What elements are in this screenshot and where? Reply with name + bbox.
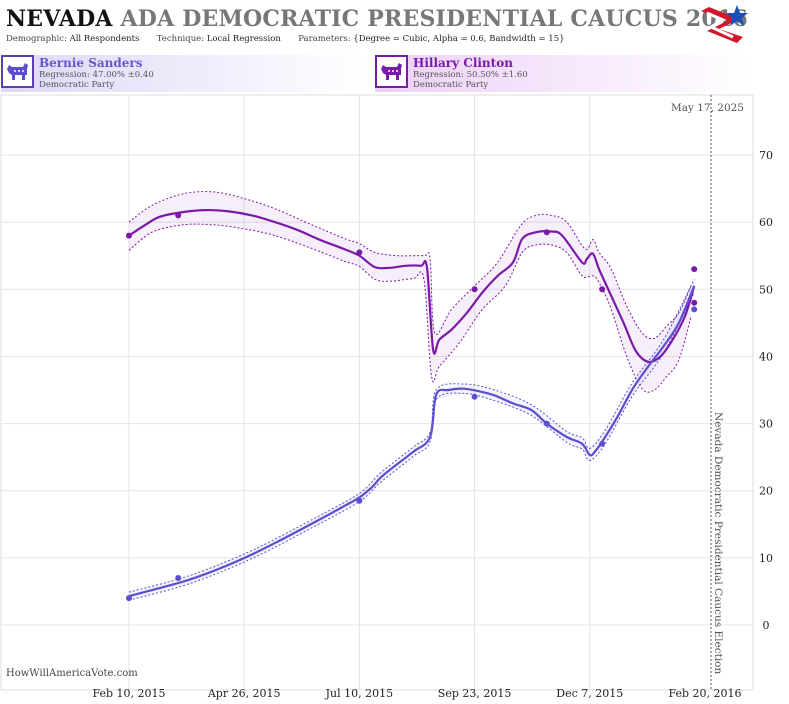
site-credit: HowWillAmericaVote.com	[6, 668, 138, 679]
technique-value: Local Regression	[206, 34, 281, 44]
confidence-bands	[128, 191, 695, 601]
poll-point-hillary-clinton	[599, 286, 606, 293]
candidate-party: Democratic Party	[413, 80, 489, 90]
page-title: NEVADA ADA DEMOCRATIC PRESIDENTIAL CAUCU…	[6, 6, 748, 32]
poll-point-hillary-clinton	[356, 249, 363, 256]
x-axis: Feb 10, 2015 Apr 26, 2015 Jul 10, 2015 Sep …	[92, 687, 741, 700]
y-tick-label: 30	[759, 418, 773, 431]
parameters-value: {Degree = Cubic, Alpha = 0.6, Bandwidth …	[353, 34, 565, 44]
poll-point-bernie-sanders	[691, 306, 698, 313]
y-axis: 0 10 20 30 40 50 60 70	[759, 149, 773, 632]
event-label: Nevada Democratic Presidential Caucus El…	[712, 412, 724, 674]
y-tick-label: 50	[759, 283, 773, 296]
data-points	[126, 212, 698, 602]
poll-point-bernie-sanders	[175, 575, 182, 581]
candidate-regression: Regression: 50.50% ±1.60	[413, 70, 528, 80]
site-logo-icon	[701, 5, 748, 43]
candidate-card-clinton: Hillary Clinton Regression: 50.50% ±1.60…	[375, 55, 755, 92]
poll-point-hillary-clinton	[471, 286, 478, 293]
poll-point-hillary-clinton	[691, 266, 698, 273]
band-bernie-sanders	[129, 279, 695, 601]
democrat-donkey-icon	[375, 55, 408, 88]
poll-point-hillary-clinton	[543, 229, 550, 236]
trend-line-hillary-clinton	[128, 208, 696, 364]
y-tick-label: 20	[759, 485, 773, 498]
poll-point-hillary-clinton	[691, 299, 698, 306]
demographic-value: All Respondents	[69, 34, 140, 44]
x-tick-label: Feb 20, 2016	[668, 687, 741, 700]
candidate-party: Democratic Party	[39, 80, 115, 90]
parameter-line: Demographic: All Respondents Technique: …	[6, 34, 565, 44]
title-state: NEVADA	[6, 6, 113, 32]
candidate-card-sanders: Bernie Sanders Regression: 47.00% ±0.40 …	[1, 55, 371, 92]
y-tick-label: 40	[759, 350, 773, 363]
technique-label: Technique:	[156, 34, 205, 44]
header: NEVADA ADA DEMOCRATIC PRESIDENTIAL CAUCU…	[0, 0, 789, 50]
poll-point-bernie-sanders	[599, 440, 606, 447]
x-tick-label: Apr 26, 2015	[207, 687, 281, 700]
x-tick-label: Dec 7, 2015	[556, 687, 623, 700]
democrat-donkey-icon	[1, 55, 34, 88]
y-tick-label: 60	[759, 216, 773, 229]
x-tick-label: Feb 10, 2015	[92, 687, 165, 700]
grid-y	[1, 154, 753, 626]
today-label: May 17, 2025	[671, 102, 744, 114]
x-tick-label: Jul 10, 2015	[325, 687, 394, 700]
candidate-name: Hillary Clinton	[413, 56, 513, 70]
demographic-label: Demographic:	[6, 34, 67, 44]
parameters-label: Parameters:	[298, 34, 351, 44]
series-lines	[128, 208, 696, 598]
y-tick-label: 10	[759, 552, 773, 565]
x-tick-label: Sep 23, 2015	[438, 687, 512, 700]
y-tick-label: 0	[763, 619, 770, 632]
upper-bound-bernie-sanders	[128, 278, 695, 593]
poll-point-bernie-sanders	[126, 595, 132, 602]
candidate-name: Bernie Sanders	[39, 56, 143, 70]
upper-bound-hillary-clinton	[128, 191, 692, 340]
band-hillary-clinton	[129, 191, 692, 390]
lower-bound-bernie-sanders	[128, 292, 695, 601]
poll-point-bernie-sanders	[471, 393, 478, 400]
plot-frame	[0, 94, 754, 691]
poll-point-bernie-sanders	[543, 420, 550, 427]
title-rest: ADA DEMOCRATIC PRESIDENTIAL CAUCUS 2016	[120, 6, 748, 32]
poll-point-bernie-sanders	[356, 497, 363, 504]
y-tick-label: 70	[759, 149, 773, 162]
trend-line-bernie-sanders	[128, 285, 696, 598]
grid-x	[128, 95, 591, 690]
poll-point-hillary-clinton	[175, 212, 182, 219]
poll-point-hillary-clinton	[126, 232, 132, 239]
candidate-regression: Regression: 47.00% ±0.40	[39, 70, 154, 80]
